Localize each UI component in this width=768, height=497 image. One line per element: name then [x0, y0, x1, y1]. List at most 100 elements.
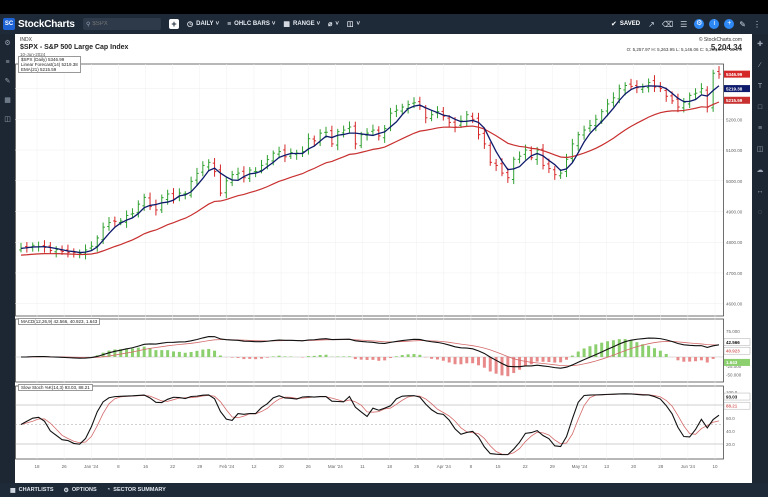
ohlc-bar	[535, 146, 539, 165]
ohlc-bar	[107, 217, 111, 231]
panel-frame	[15, 63, 724, 317]
ema-tag: 5215.59	[724, 96, 750, 104]
stockcharts-logo[interactable]: SC StockCharts	[3, 18, 81, 30]
ohlc-bar	[623, 82, 627, 96]
channel-tool-icon[interactable]: ◫	[756, 146, 764, 153]
fib-tool-icon[interactable]: ≡	[757, 125, 763, 132]
macd-hist-bar	[594, 344, 598, 357]
svg-text:5346.99: 5346.99	[726, 72, 743, 77]
svg-text:5215.59: 5215.59	[726, 98, 743, 103]
svg-text:88.21: 88.21	[726, 403, 738, 408]
macd-hist-bar	[500, 357, 504, 376]
line-tool-icon[interactable]: ∕	[759, 62, 761, 69]
left-toolbar: ⚙ ≡ ✎ ▦ ◫	[0, 34, 15, 483]
menu-icon[interactable]: ☰	[680, 19, 688, 29]
ohlc-bar	[230, 170, 234, 187]
x-tick-label: 10	[712, 464, 718, 469]
svg-text:40.923: 40.923	[726, 348, 740, 353]
text-tool-icon[interactable]: T	[757, 83, 763, 90]
sector-summary-tab[interactable]: ◔ SECTOR SUMMARY	[107, 487, 166, 493]
ohlc-bar	[605, 99, 610, 117]
trash-icon[interactable]: ⌫	[661, 19, 674, 29]
macd-hist-bar	[547, 357, 551, 363]
macd-hist-tag: 1.643	[724, 358, 750, 366]
ohlc-bar	[693, 88, 698, 100]
macd-tick-label: -25.000	[726, 364, 742, 369]
chartlists-icon[interactable]: ▦	[4, 97, 11, 104]
y-tick-label: 4800.00	[726, 240, 743, 245]
chart-canvas[interactable]: INDX $SPX - S&P 500 Large Cap Index 10-J…	[15, 34, 752, 483]
price-chart-svg[interactable]: 5300.005200.005100.005000.004900.004800.…	[15, 34, 752, 483]
settings-icon[interactable]: ⚙	[694, 19, 705, 29]
y-tick-label: 5000.00	[726, 179, 743, 184]
chart-type-dropdown[interactable]: ≡ OHLC BARS ˅	[227, 21, 275, 28]
y-tick-label: 4900.00	[726, 210, 743, 215]
macd-hist-bar	[453, 357, 457, 365]
y-tick-label: 4600.00	[726, 302, 743, 307]
last-price: 5,204.34	[710, 43, 742, 52]
ohlc-bar	[177, 188, 182, 202]
chart-title: $SPX - S&P 500 Large Cap Index	[20, 44, 129, 51]
ohlc-bar	[652, 75, 657, 93]
ohlc-bar	[118, 218, 123, 226]
ohlc-bar	[371, 124, 375, 136]
options-tab[interactable]: ⚙ OPTIONS	[64, 487, 97, 494]
chevron-down-icon: ˅	[316, 21, 321, 27]
crosshair-tool-icon[interactable]: ✚	[757, 41, 763, 48]
chart-settings-icon[interactable]: ≡	[5, 59, 10, 66]
annotations-icon[interactable]: ✎	[4, 78, 11, 85]
add-icon[interactable]: +	[169, 19, 179, 29]
svg-text:93.03: 93.03	[726, 394, 738, 399]
macd-hist-bar	[699, 357, 703, 361]
info-icon[interactable]: i	[709, 19, 720, 29]
y-tick-label: 4700.00	[726, 271, 743, 276]
macd-hist-bar	[412, 354, 416, 357]
macd-hist-bar	[541, 357, 545, 362]
macd-hist-bar	[635, 342, 639, 357]
measure-icon[interactable]: ↔	[756, 188, 764, 195]
ohlc-bar	[312, 135, 317, 146]
macd-hist-bar	[512, 357, 516, 374]
gauge-icon[interactable]: ◌	[757, 209, 763, 216]
cloud-icon[interactable]: ☁	[756, 167, 764, 174]
x-tick-label: 18	[34, 464, 40, 469]
ohlc-bar	[570, 138, 575, 162]
saved-status: SAVED	[619, 21, 641, 27]
macd-hist-bar	[582, 348, 586, 357]
macd-hist-bar	[564, 357, 568, 360]
more-icon[interactable]: ⋮	[753, 19, 761, 29]
macd-hist-bar	[400, 355, 404, 357]
macd-hist-bar	[318, 354, 322, 357]
share-icon[interactable]: ↗	[648, 19, 655, 29]
macd-hist-bar	[435, 357, 439, 360]
macd-hist-bar	[611, 340, 615, 357]
symbol-search-input[interactable]	[92, 21, 153, 27]
x-tick-label: 28	[658, 464, 664, 469]
chartlists-tab[interactable]: ▦ CHARTLISTS	[10, 487, 54, 494]
ohlc-bar	[124, 210, 129, 228]
macd-hist-bar	[682, 357, 686, 362]
layout-dropdown[interactable]: ◫ ˅	[347, 20, 360, 28]
annotate-icon[interactable]: ✎	[739, 19, 746, 29]
x-tick-label: 18	[387, 464, 393, 469]
panel-frame	[15, 385, 724, 460]
macd-hist-bar	[347, 356, 351, 357]
range-dropdown[interactable]: ▦ RANGE ˅	[283, 20, 320, 28]
crosshair-icon[interactable]: +	[724, 19, 735, 29]
shape-tool-icon[interactable]: □	[757, 104, 763, 111]
grid-icon[interactable]: ◫	[4, 116, 11, 123]
right-toolbar: ✚ ∕ T □ ≡ ◫ ☁ ↔ ◌	[752, 34, 768, 483]
symbol-search[interactable]: ⚲	[83, 18, 161, 30]
indicators-dropdown[interactable]: ⌀ ˅	[328, 20, 339, 28]
top-toolbar: SC StockCharts ⚲ + ◷ DAILY ˅ ≡ OHLC BARS…	[0, 14, 768, 34]
bottom-bar: ▦ CHARTLISTS ⚙ OPTIONS ◔ SECTOR SUMMARY	[0, 483, 768, 497]
grid-lines	[15, 63, 724, 460]
ohlc-bar	[283, 144, 287, 163]
stoch-k-tag: 93.03	[723, 392, 751, 401]
period-dropdown[interactable]: ◷ DAILY ˅	[187, 20, 219, 28]
ohlc-bar	[429, 110, 434, 122]
svg-text:5219.38: 5219.38	[726, 86, 743, 91]
macd-hist-bar	[142, 346, 146, 357]
settings-panel-icon[interactable]: ⚙	[4, 40, 11, 47]
ohlc-bar	[236, 167, 240, 180]
